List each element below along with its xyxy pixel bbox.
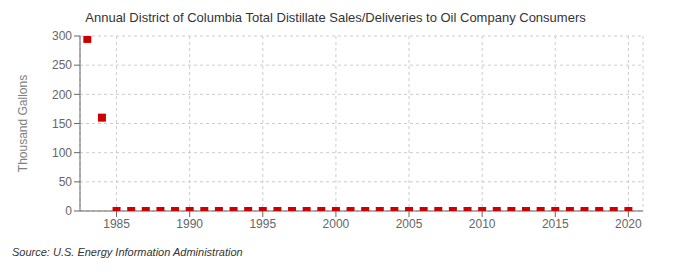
- svg-text:1995: 1995: [249, 217, 276, 231]
- svg-text:2020: 2020: [615, 217, 642, 231]
- svg-text:200: 200: [52, 88, 72, 102]
- svg-text:2005: 2005: [396, 217, 423, 231]
- svg-text:2010: 2010: [469, 217, 496, 231]
- svg-text:150: 150: [52, 117, 72, 131]
- svg-text:1985: 1985: [103, 217, 130, 231]
- svg-text:50: 50: [59, 175, 73, 189]
- svg-text:0: 0: [65, 204, 72, 218]
- html-text:Annual District of Columbia To: Annual District of Columbia Total Distil…: [85, 10, 586, 25]
- svg-text:Thousand Gallons: Thousand Gallons: [16, 75, 30, 172]
- svg-text:250: 250: [52, 58, 72, 72]
- svg-text:2000: 2000: [323, 217, 350, 231]
- svg-text:2015: 2015: [542, 217, 569, 231]
- svg-text:1990: 1990: [176, 217, 203, 231]
- html-text:Source: U.S. Energy Informatio: Source: U.S. Energy Information Administ…: [12, 246, 243, 258]
- svg-text:100: 100: [52, 146, 72, 160]
- svg-text:300: 300: [52, 29, 72, 43]
